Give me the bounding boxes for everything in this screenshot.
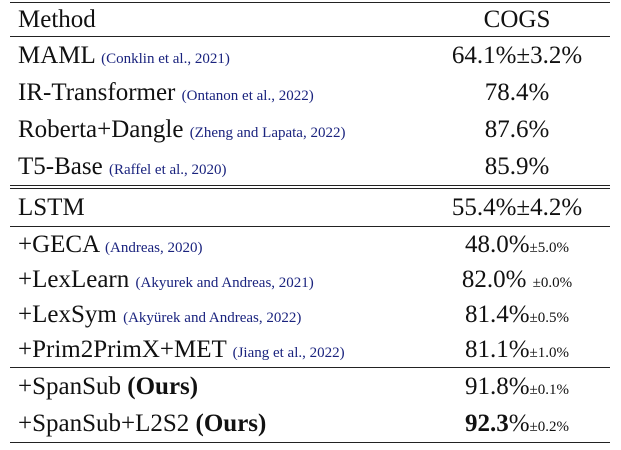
text: 91.8% xyxy=(464,372,530,400)
text: 85.9% xyxy=(484,152,550,180)
method-cell: +LexSym (Akyürek and Andreas, 2022) xyxy=(10,297,424,332)
score-cell: 92.3%±0.2% xyxy=(424,405,610,443)
small-text: ±0.0% xyxy=(532,274,573,291)
text: % xyxy=(508,409,530,437)
results-table: Method COGS MAML (Conklin et al., 2021) 6… xyxy=(10,2,610,443)
header-cell: COGS xyxy=(424,2,610,37)
bold-text: (Ours) xyxy=(195,409,267,437)
text: MAML xyxy=(18,41,95,69)
score-cell: 64.1%±3.2% xyxy=(424,37,610,75)
text: 78.4% xyxy=(484,78,550,106)
table-row: +SpanSub (Ours) 91.8%±0.1% xyxy=(10,368,610,406)
text: +SpanSub xyxy=(18,372,122,400)
method-cell: +SpanSub+L2S2 (Ours) xyxy=(10,405,424,443)
text: +LexSym xyxy=(18,300,117,328)
text: 82.0% xyxy=(461,265,527,293)
cite-text: (Raffel et al., 2020) xyxy=(108,161,227,178)
method-cell: Roberta+Dangle (Zheng and Lapata, 2022) xyxy=(10,111,424,148)
cite-text: (Zheng and Lapata, 2022) xyxy=(189,124,346,141)
text: 64.1%±3.2% xyxy=(451,41,583,69)
header-cell: Method xyxy=(10,2,424,37)
table-row: +LexLearn (Akyurek and Andreas, 2021) 82.… xyxy=(10,262,610,297)
text: 55.4%±4.2% xyxy=(451,193,583,221)
method-cell: +SpanSub (Ours) xyxy=(10,368,424,406)
table-row: Roberta+Dangle (Zheng and Lapata, 2022) 8… xyxy=(10,111,610,148)
score-cell: 85.9% xyxy=(424,148,610,189)
cite-text: (Ontanon et al., 2022) xyxy=(181,87,314,104)
method-cell: T5-Base (Raffel et al., 2020) xyxy=(10,148,424,189)
score-cell: 91.8%±0.1% xyxy=(424,368,610,406)
cite-text: (Akyürek and Andreas, 2022) xyxy=(123,309,302,326)
table-row: T5-Base (Raffel et al., 2020) 85.9% xyxy=(10,148,610,189)
cite-text: (Jiang et al., 2022) xyxy=(232,344,345,361)
table-body: Method COGS MAML (Conklin et al., 2021) 6… xyxy=(10,2,610,443)
method-cell: LSTM xyxy=(10,187,424,227)
method-cell: +LexLearn (Akyurek and Andreas, 2021) xyxy=(10,262,424,297)
text: IR-Transformer xyxy=(18,78,176,106)
table-row: +GECA (Andreas, 2020) 48.0%±5.0% xyxy=(10,227,610,263)
table-row: +SpanSub+L2S2 (Ours) 92.3%±0.2% xyxy=(10,405,610,443)
text: T5-Base xyxy=(18,152,103,180)
small-text: ±1.0% xyxy=(529,344,570,361)
table-row: IR-Transformer (Ontanon et al., 2022) 78.… xyxy=(10,74,610,111)
score-cell: 55.4%±4.2% xyxy=(424,187,610,227)
text: 81.4% xyxy=(464,300,530,328)
score-cell: 81.4%±0.5% xyxy=(424,297,610,332)
bold-text: 92.3 xyxy=(464,409,509,437)
method-cell: +Prim2PrimX+MET (Jiang et al., 2022) xyxy=(10,332,424,368)
text: LSTM xyxy=(18,193,85,221)
table-row: MAML (Conklin et al., 2021) 64.1%±3.2% xyxy=(10,37,610,75)
small-text: ±5.0% xyxy=(529,239,570,256)
text: 87.6% xyxy=(484,115,550,143)
text: +Prim2PrimX+MET xyxy=(18,335,227,363)
score-cell: 87.6% xyxy=(424,111,610,148)
table-row: +LexSym (Akyürek and Andreas, 2022) 81.4%… xyxy=(10,297,610,332)
score-cell: 78.4% xyxy=(424,74,610,111)
text: 48.0% xyxy=(464,230,530,258)
small-text: ±0.2% xyxy=(529,418,570,435)
bold-text: (Ours) xyxy=(127,372,199,400)
cite-text: (Conklin et al., 2021) xyxy=(101,50,230,67)
method-cell: IR-Transformer (Ontanon et al., 2022) xyxy=(10,74,424,111)
score-cell: 81.1%±1.0% xyxy=(424,332,610,368)
cite-text: (Andreas, 2020) xyxy=(105,239,203,256)
text: +SpanSub+L2S2 xyxy=(18,409,190,437)
method-cell: MAML (Conklin et al., 2021) xyxy=(10,37,424,75)
text: Roberta+Dangle xyxy=(18,115,184,143)
header-row: Method COGS xyxy=(10,2,610,37)
cite-text: (Akyurek and Andreas, 2021) xyxy=(135,274,314,291)
method-cell: +GECA (Andreas, 2020) xyxy=(10,227,424,263)
score-cell: 82.0% ±0.0% xyxy=(424,262,610,297)
table-row: LSTM 55.4%±4.2% xyxy=(10,187,610,227)
text: +LexLearn xyxy=(18,265,130,293)
text: 81.1% xyxy=(464,335,530,363)
score-cell: 48.0%±5.0% xyxy=(424,227,610,263)
text: +GECA xyxy=(18,230,99,258)
small-text: ±0.5% xyxy=(529,309,570,326)
table-row: +Prim2PrimX+MET (Jiang et al., 2022) 81.1… xyxy=(10,332,610,368)
small-text: ±0.1% xyxy=(529,381,570,398)
